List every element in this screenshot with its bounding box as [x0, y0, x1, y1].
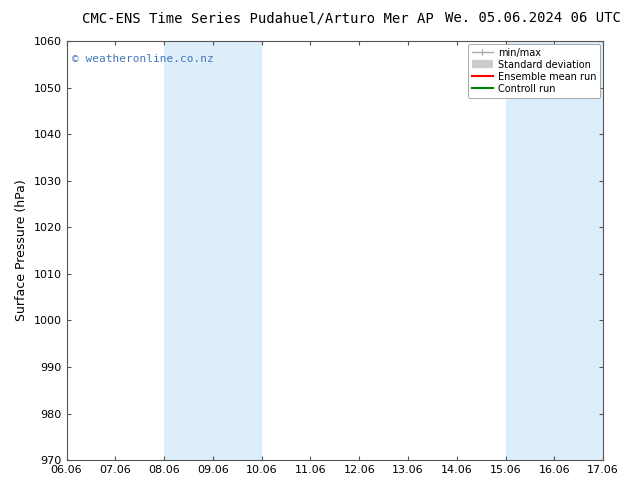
- Bar: [213, 41, 262, 460]
- Y-axis label: Surface Pressure (hPa): Surface Pressure (hPa): [15, 180, 28, 321]
- Bar: [554, 41, 603, 460]
- Text: CMC-ENS Time Series Pudahuel/Arturo Mer AP: CMC-ENS Time Series Pudahuel/Arturo Mer …: [82, 11, 434, 25]
- Legend: min/max, Standard deviation, Ensemble mean run, Controll run: min/max, Standard deviation, Ensemble me…: [468, 44, 600, 98]
- Text: © weatheronline.co.nz: © weatheronline.co.nz: [72, 53, 214, 64]
- Text: We. 05.06.2024 06 UTC: We. 05.06.2024 06 UTC: [446, 11, 621, 25]
- Bar: [505, 41, 554, 460]
- Bar: [164, 41, 213, 460]
